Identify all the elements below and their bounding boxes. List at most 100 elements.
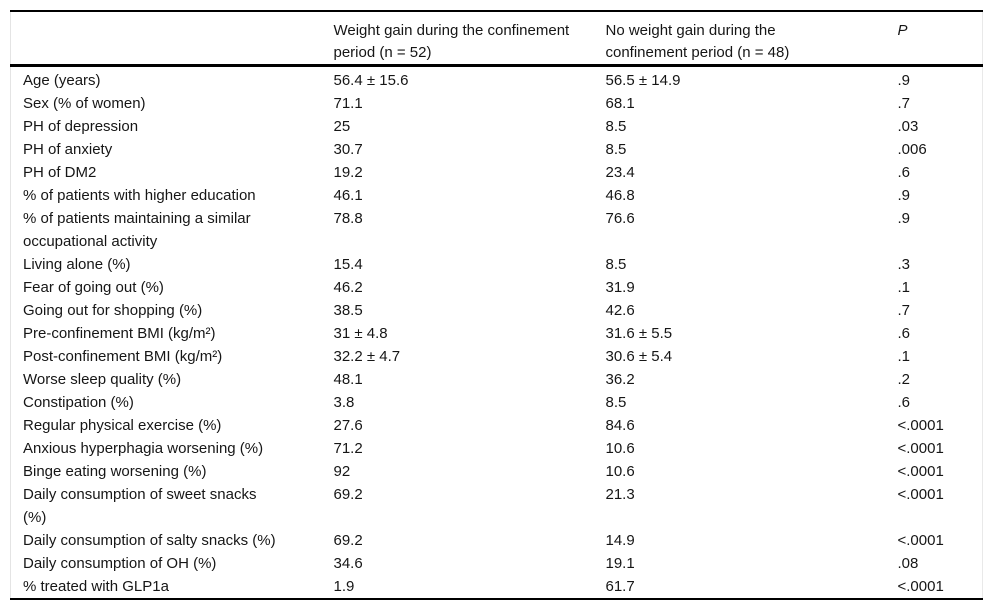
row-label: PH of anxiety [23, 141, 113, 158]
row-label: Post-confinement BMI (kg/m²) [23, 348, 223, 365]
row-label: % of patients with higher education [23, 187, 256, 204]
table-row: Pre-confinement BMI (kg/m²) 31 ± 4.8 31.… [11, 322, 983, 345]
header-empty-cell [10, 11, 334, 67]
value-no-weight-gain: 8.5 [605, 394, 627, 411]
value-no-weight-gain: 19.1 [605, 555, 635, 572]
value-p: .7 [897, 302, 911, 319]
value-p: .9 [897, 187, 911, 204]
table-row: Daily consumption of salty snacks (%) 69… [11, 529, 983, 552]
value-weight-gain: 25 [333, 118, 351, 135]
table-row: Regular physical exercise (%) 27.6 84.6 … [11, 414, 983, 437]
value-p: .9 [897, 72, 911, 89]
row-label: Constipation (%) [23, 394, 134, 411]
table-row: Going out for shopping (%) 38.5 42.6 .7 [11, 299, 983, 322]
row-label: Regular physical exercise (%) [23, 417, 222, 434]
value-weight-gain: 78.8 [333, 210, 363, 227]
table-row: Daily consumption of sweet snacks (%) 69… [11, 483, 983, 529]
value-weight-gain: 71.2 [333, 440, 363, 457]
table-row: Anxious hyperphagia worsening (%) 71.2 1… [11, 437, 983, 460]
value-weight-gain: 15.4 [333, 256, 363, 273]
value-p: .2 [897, 371, 911, 388]
value-no-weight-gain: 56.5 ± 14.9 [605, 72, 681, 89]
row-label: Age (years) [23, 72, 101, 89]
value-weight-gain: 92 [333, 463, 351, 480]
value-p: .6 [897, 325, 911, 342]
table-row: Constipation (%) 3.8 8.5 .6 [11, 391, 983, 414]
value-p: <.0001 [897, 532, 944, 549]
value-weight-gain: 69.2 [333, 486, 363, 503]
value-weight-gain: 46.2 [333, 279, 363, 296]
row-label: Daily consumption of sweet snacks (%) [23, 486, 257, 526]
value-no-weight-gain: 31.9 [605, 279, 635, 296]
value-p: .6 [897, 394, 911, 411]
table-row: Living alone (%) 15.4 8.5 .3 [11, 253, 983, 276]
header-row: Weight gain during the confinement perio… [10, 11, 983, 67]
value-p: .1 [897, 279, 911, 296]
row-label: Going out for shopping (%) [23, 302, 203, 319]
value-no-weight-gain: 8.5 [605, 118, 627, 135]
value-no-weight-gain: 10.6 [605, 440, 635, 457]
value-weight-gain: 56.4 ± 15.6 [333, 72, 409, 89]
row-label: Living alone (%) [23, 256, 131, 273]
value-no-weight-gain: 84.6 [605, 417, 635, 434]
value-weight-gain: 32.2 ± 4.7 [333, 348, 401, 365]
table-row: PH of DM2 19.2 23.4 .6 [11, 161, 983, 184]
value-p: <.0001 [897, 440, 944, 457]
confinement-comparison-table: Weight gain during the confinement perio… [10, 10, 983, 600]
row-label: PH of DM2 [23, 164, 97, 181]
value-no-weight-gain: 30.6 ± 5.4 [605, 348, 673, 365]
value-p: <.0001 [897, 578, 944, 595]
value-weight-gain: 71.1 [333, 95, 363, 112]
value-p: .6 [897, 164, 911, 181]
header-no-weight-gain: No weight gain during the confinement pe… [605, 11, 898, 67]
value-weight-gain: 48.1 [333, 371, 363, 388]
value-p: .3 [897, 256, 911, 273]
table-row: Daily consumption of OH (%) 34.6 19.1 .0… [11, 552, 983, 575]
value-no-weight-gain: 8.5 [605, 141, 627, 158]
value-no-weight-gain: 46.8 [605, 187, 635, 204]
value-weight-gain: 34.6 [333, 555, 363, 572]
value-no-weight-gain: 10.6 [605, 463, 635, 480]
value-p: .08 [897, 555, 919, 572]
value-p: .03 [897, 118, 919, 135]
table-row: Age (years) 56.4 ± 15.6 56.5 ± 14.9 .9 [11, 66, 983, 93]
value-no-weight-gain: 42.6 [605, 302, 635, 319]
value-p: <.0001 [897, 417, 944, 434]
row-label: Sex (% of women) [23, 95, 146, 112]
row-label: % of patients maintaining a similar occu… [23, 210, 251, 250]
row-label: Pre-confinement BMI (kg/m²) [23, 325, 216, 342]
row-label: Anxious hyperphagia worsening (%) [23, 440, 264, 457]
value-weight-gain: 31 ± 4.8 [333, 325, 388, 342]
row-label: PH of depression [23, 118, 139, 135]
table-row: Worse sleep quality (%) 48.1 36.2 .2 [11, 368, 983, 391]
value-p: .006 [897, 141, 927, 158]
value-p: .7 [897, 95, 911, 112]
value-weight-gain: 69.2 [333, 532, 363, 549]
value-no-weight-gain: 68.1 [605, 95, 635, 112]
value-p: .1 [897, 348, 911, 365]
value-weight-gain: 38.5 [333, 302, 363, 319]
value-p: <.0001 [897, 463, 944, 480]
value-weight-gain: 27.6 [333, 417, 363, 434]
table-row: Binge eating worsening (%) 92 10.6 <.000… [11, 460, 983, 483]
value-weight-gain: 46.1 [333, 187, 363, 204]
header-weight-gain: Weight gain during the confinement perio… [333, 11, 606, 67]
table-row: % of patients with higher education 46.1… [11, 184, 983, 207]
value-p: <.0001 [897, 486, 944, 503]
row-label: Daily consumption of salty snacks (%) [23, 532, 276, 549]
row-label: % treated with GLP1a [23, 578, 169, 595]
table-row: PH of anxiety 30.7 8.5 .006 [11, 138, 983, 161]
comparison-table-wrap: Weight gain during the confinement perio… [10, 10, 983, 600]
row-label: Worse sleep quality (%) [23, 371, 182, 388]
table-row: Post-confinement BMI (kg/m²) 32.2 ± 4.7 … [11, 345, 983, 368]
table-row: Fear of going out (%) 46.2 31.9 .1 [11, 276, 983, 299]
value-weight-gain: 19.2 [333, 164, 363, 181]
table-body: Age (years) 56.4 ± 15.6 56.5 ± 14.9 .9 S… [11, 66, 983, 600]
row-label: Fear of going out (%) [23, 279, 164, 296]
value-weight-gain: 30.7 [333, 141, 363, 158]
table-row: Sex (% of women) 71.1 68.1 .7 [11, 92, 983, 115]
value-no-weight-gain: 31.6 ± 5.5 [605, 325, 673, 342]
value-weight-gain: 3.8 [333, 394, 355, 411]
header-p-value: P [897, 11, 983, 67]
